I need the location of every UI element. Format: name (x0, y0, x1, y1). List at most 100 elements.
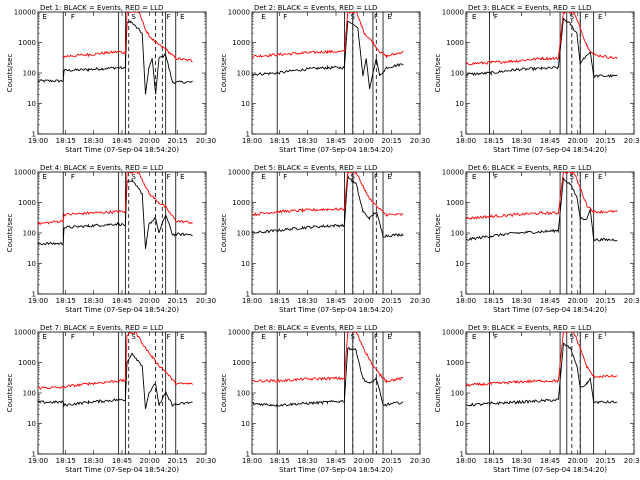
marker-label: F (374, 173, 378, 181)
x-tick-label: 18:15 (56, 297, 76, 305)
y-tick-label: 1 (246, 291, 250, 299)
plot-area (252, 172, 404, 294)
plot-area (38, 172, 193, 294)
x-tick-label: 18:45 (540, 297, 560, 305)
marker-label: E (261, 13, 265, 21)
x-tick-label: 20:00 (140, 297, 160, 305)
x-tick-label: 18:15 (484, 297, 504, 305)
x-axis-label: Start Time (07-Sep-04 18:54:20) (279, 466, 393, 474)
x-tick-label: 20:30 (410, 297, 430, 305)
x-tick-label: 20:30 (410, 457, 430, 465)
y-tick-label: 10 (27, 100, 36, 108)
x-tick-label: 18:15 (484, 457, 504, 465)
x-tick-label: 20:30 (196, 457, 216, 465)
marker-label: E (598, 173, 602, 181)
y-tick-label: 1 (460, 451, 464, 459)
y-axis-label: Counts/sec (220, 214, 228, 253)
x-tick-label: 18:15 (56, 137, 76, 145)
series-events-line (38, 20, 193, 95)
y-tick-label: 1000 (446, 359, 464, 367)
plot-area (466, 12, 618, 134)
series-events-line (252, 175, 404, 238)
y-tick-label: 1 (32, 131, 36, 139)
x-tick-label: 20:30 (624, 457, 640, 465)
marker-label: F (71, 13, 75, 21)
x-tick-label: 18:15 (56, 457, 76, 465)
panel-title: Det 4: BLACK = Events, RED = LLD (40, 164, 163, 172)
panel-1: Det 1: BLACK = Events, RED = LLD 1 10 100 10… (6, 4, 216, 154)
marker-label: E (387, 333, 391, 341)
y-tick-label: 10 (455, 100, 464, 108)
x-tick-label: 20:30 (196, 297, 216, 305)
marker-label: E (387, 13, 391, 21)
y-tick-label: 10000 (228, 329, 250, 337)
panel-3: Det 3: BLACK = Events, RED = LLD 1 10 100 10… (434, 4, 640, 154)
series-lld-line (62, 12, 193, 63)
marker-label: E (42, 13, 46, 21)
series-lld-line (38, 172, 193, 226)
x-tick-label: 18:15 (270, 297, 290, 305)
y-tick-label: 100 (451, 70, 464, 78)
panel-title: Det 6: BLACK = Events, RED = LLD (468, 164, 591, 172)
x-axis-label: Start Time (07-Sep-04 18:54:20) (493, 306, 607, 314)
x-tick-label: 19:00 (28, 137, 48, 145)
y-tick-label: 1 (460, 291, 464, 299)
series-events-line (252, 346, 404, 407)
y-tick-label: 10000 (442, 169, 464, 177)
marker-label: S (569, 13, 574, 21)
y-axis-label: Counts/sec (434, 54, 442, 93)
marker-label: S (350, 333, 355, 341)
x-tick-label: 20:00 (140, 457, 160, 465)
marker-label: S (131, 333, 136, 341)
y-tick-label: 100 (237, 70, 250, 78)
marker-label: E (472, 333, 476, 341)
y-tick-label: 10 (455, 260, 464, 268)
marker-label: F (585, 13, 589, 21)
y-tick-label: 10000 (442, 9, 464, 17)
panel-7: Det 7: BLACK = Events, RED = LLD 1 10 100 10… (6, 324, 216, 474)
y-tick-label: 100 (23, 70, 36, 78)
x-tick-label: 20:00 (354, 137, 374, 145)
x-axis-label: Start Time (07-Sep-04 18:54:20) (65, 306, 179, 314)
marker-label: F (167, 333, 171, 341)
marker-label: E (472, 13, 476, 21)
marker-label: E (261, 173, 265, 181)
marker-label: S (131, 13, 136, 21)
marker-label: E (180, 173, 184, 181)
y-tick-label: 1000 (18, 39, 36, 47)
y-tick-label: 100 (237, 390, 250, 398)
y-tick-label: 1 (246, 451, 250, 459)
x-tick-label: 18:45 (112, 137, 132, 145)
y-tick-label: 1000 (232, 39, 250, 47)
x-tick-label: 18:30 (83, 297, 103, 305)
x-tick-label: 18:45 (326, 297, 346, 305)
panel-title: Det 2: BLACK = Events, RED = LLD (254, 4, 377, 12)
panel-4: Det 4: BLACK = Events, RED = LLD 1 10 100 10… (6, 164, 216, 314)
series-lld-line (466, 172, 618, 220)
y-tick-label: 10 (27, 420, 36, 428)
marker-label: E (387, 173, 391, 181)
marker-label: F (283, 173, 287, 181)
x-tick-label: 18:15 (270, 457, 290, 465)
x-tick-label: 18:45 (112, 457, 132, 465)
panel-8: Det 8: BLACK = Events, RED = LLD 1 10 100 10… (220, 324, 430, 474)
y-axis-label: Counts/sec (220, 54, 228, 93)
marker-label: F (71, 333, 75, 341)
series-lld-line (466, 12, 618, 66)
marker-label: F (494, 173, 498, 181)
marker-label: F (585, 173, 589, 181)
y-tick-label: 10 (241, 420, 250, 428)
x-tick-label: 20:15 (381, 137, 401, 145)
y-tick-label: 10 (241, 260, 250, 268)
y-axis-label: Counts/sec (6, 54, 14, 93)
x-tick-label: 18:15 (484, 137, 504, 145)
marker-label: E (180, 333, 184, 341)
x-tick-label: 18:30 (297, 137, 317, 145)
y-tick-label: 10 (455, 420, 464, 428)
x-axis-label: Start Time (07-Sep-04 18:54:20) (65, 466, 179, 474)
y-tick-label: 1 (32, 451, 36, 459)
y-tick-label: 10 (241, 100, 250, 108)
plot-frame (465, 171, 635, 295)
series-events-line (466, 17, 618, 79)
